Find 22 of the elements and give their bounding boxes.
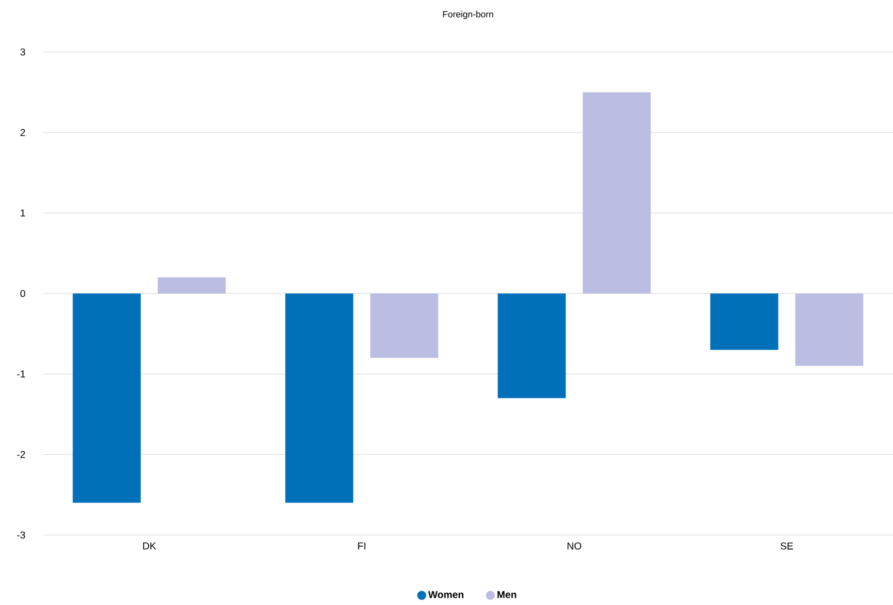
- bar: [710, 293, 778, 350]
- chart-title: Foreign-born: [443, 10, 494, 20]
- x-tick-label: SE: [780, 542, 793, 550]
- x-tick-label: DK: [143, 542, 156, 550]
- bar: [370, 293, 438, 358]
- x-tick-label: NO: [568, 542, 582, 550]
- y-tick-label: -2: [17, 451, 26, 458]
- bar: [498, 293, 566, 398]
- y-tick-label: -3: [17, 531, 26, 539]
- bar: [72, 293, 141, 503]
- y-tick-label: -1: [17, 370, 26, 378]
- legend-label: Men: [498, 591, 516, 598]
- y-tick-label: 2: [20, 129, 26, 136]
- bar: [795, 293, 864, 366]
- x-tick-label: FI: [358, 542, 366, 550]
- legend-label: Women: [428, 591, 464, 598]
- bar: [158, 277, 226, 294]
- bar: [582, 92, 651, 294]
- y-tick-label: 1: [20, 210, 26, 216]
- y-tick-label: 3: [20, 48, 26, 56]
- y-tick-label: 0: [20, 290, 26, 298]
- bar: [285, 293, 354, 503]
